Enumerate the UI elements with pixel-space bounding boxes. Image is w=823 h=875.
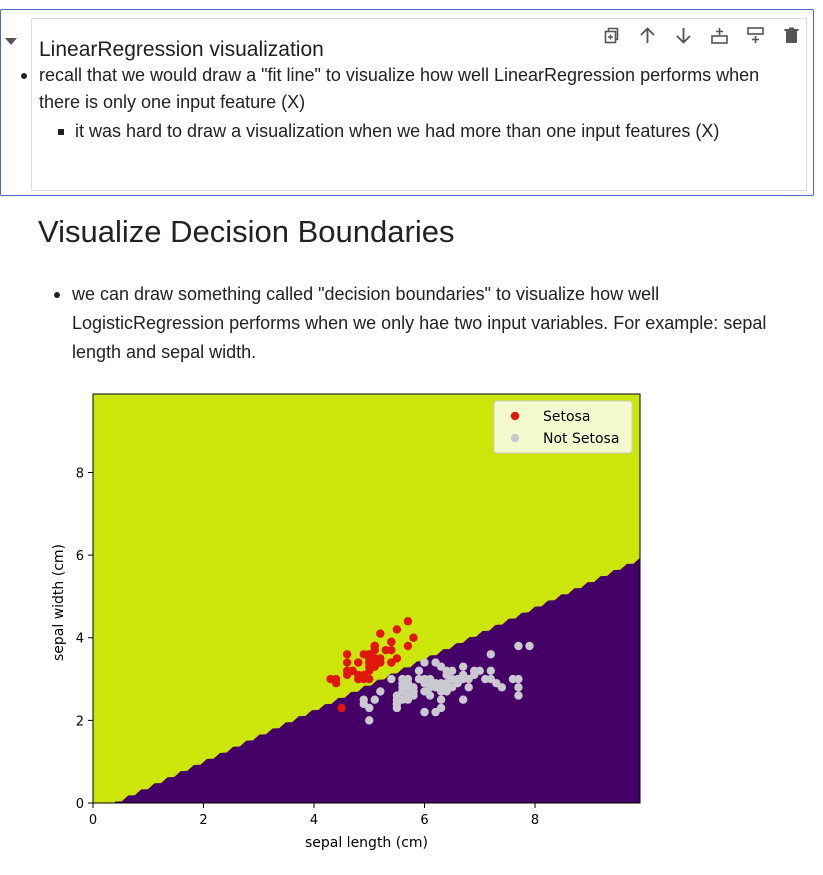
- section-heading: Visualize Decision Boundaries: [38, 214, 455, 249]
- sub-list-item-text: it was hard to draw a visualization when…: [75, 121, 720, 141]
- data-point: [365, 674, 374, 684]
- data-point: [387, 637, 396, 647]
- data-point: [370, 641, 379, 651]
- y-tick-label: 2: [76, 714, 84, 729]
- x-tick-label: 4: [310, 813, 318, 828]
- data-point: [359, 695, 368, 704]
- data-point: [331, 678, 341, 688]
- data-point: [436, 695, 446, 704]
- data-point: [514, 691, 523, 700]
- data-point: [365, 716, 374, 725]
- data-point: [403, 617, 413, 626]
- bullet-square: [58, 129, 64, 135]
- list-item-text: we can draw something called "decision b…: [72, 284, 767, 362]
- data-point: [514, 683, 523, 692]
- series-not-setosa: [359, 641, 534, 725]
- cell-title: LinearRegression visualization: [39, 38, 324, 61]
- legend-box: [493, 400, 633, 454]
- insert-below-icon[interactable]: [710, 26, 729, 45]
- data-point: [387, 674, 396, 684]
- data-point: [514, 674, 523, 684]
- markdown-cell[interactable]: LinearRegression visualization: [0, 9, 814, 196]
- list-item: we can draw something called "decision b…: [54, 280, 772, 367]
- data-point: [376, 629, 385, 638]
- data-point: [525, 641, 534, 651]
- data-point: [458, 695, 468, 704]
- bullet-dot: [54, 292, 60, 298]
- data-point: [420, 707, 429, 717]
- data-point: [497, 683, 507, 692]
- data-point: [376, 687, 385, 696]
- data-point: [370, 695, 379, 704]
- x-tick-label: 8: [531, 813, 539, 828]
- data-point: [514, 641, 523, 651]
- data-point: [392, 625, 402, 634]
- plot-frame: [92, 393, 641, 804]
- x-tick-label: 6: [420, 813, 428, 828]
- data-point: [414, 666, 424, 675]
- x-axis-label: sepal length (cm): [305, 835, 428, 851]
- data-point: [409, 691, 418, 700]
- data-point: [376, 658, 385, 667]
- data-point: [403, 641, 413, 651]
- y-tick-label: 6: [76, 549, 84, 564]
- legend-label: Not Setosa: [543, 431, 619, 447]
- insert-above-icon[interactable]: [746, 26, 765, 45]
- data-point: [436, 703, 446, 713]
- bullet-dot: [21, 73, 27, 79]
- data-point: [420, 658, 429, 667]
- region-not-setosa: [115, 557, 641, 803]
- sub-list-item: it was hard to draw a visualization when…: [58, 118, 775, 145]
- legend-marker: [510, 411, 520, 421]
- data-point: [342, 650, 352, 659]
- data-point: [342, 658, 352, 667]
- y-tick-label: 4: [76, 632, 84, 647]
- cell-toolbar: [602, 26, 801, 45]
- list-item-text: recall that we would draw a "fit line" t…: [39, 65, 760, 112]
- data-point: [365, 703, 374, 713]
- data-point: [409, 633, 418, 642]
- data-point: [409, 683, 418, 692]
- data-point: [486, 650, 496, 659]
- move-up-icon[interactable]: [638, 26, 657, 45]
- data-point: [354, 658, 363, 667]
- data-point: [387, 645, 396, 655]
- legend-label: Setosa: [543, 409, 590, 425]
- data-point: [425, 691, 435, 700]
- y-tick-label: 8: [76, 466, 84, 481]
- data-point: [392, 654, 402, 663]
- duplicate-icon[interactable]: [602, 26, 621, 45]
- data-point: [475, 666, 484, 675]
- series-setosa: [326, 617, 418, 713]
- legend: Setosa Not Setosa: [493, 400, 633, 454]
- x-tick-label: 0: [89, 813, 97, 828]
- y-axis-label: sepal width (cm): [51, 544, 67, 661]
- data-point: [447, 666, 457, 675]
- collapse-caret-icon[interactable]: [5, 38, 17, 45]
- y-tick-label: 0: [76, 797, 84, 812]
- delete-icon[interactable]: [782, 26, 801, 45]
- data-point: [486, 666, 496, 675]
- move-down-icon[interactable]: [674, 26, 693, 45]
- cell-content[interactable]: LinearRegression visualization: [31, 18, 807, 191]
- x-tick-label: 2: [199, 813, 207, 828]
- legend-marker: [510, 433, 520, 443]
- data-point: [458, 662, 468, 671]
- data-point: [464, 683, 473, 692]
- list-item: recall that we would draw a "fit line" t…: [21, 62, 784, 116]
- data-point: [337, 703, 346, 713]
